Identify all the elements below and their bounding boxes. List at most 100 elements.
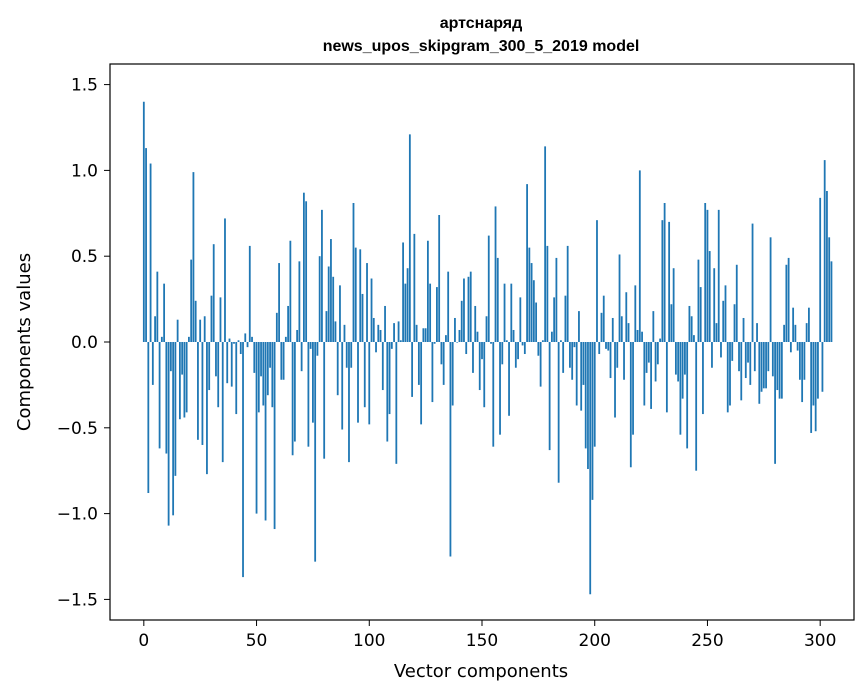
bar-258	[724, 285, 727, 342]
bar-223	[645, 342, 648, 373]
bar-130	[436, 287, 438, 342]
bar-298	[814, 342, 817, 432]
bar-116	[404, 283, 407, 342]
bar-97	[361, 293, 364, 342]
bar-94	[354, 247, 357, 342]
bar-44	[242, 342, 244, 578]
bar-83	[330, 239, 332, 342]
bar-157	[496, 257, 499, 342]
bar-9	[163, 283, 166, 342]
bar-301	[821, 342, 824, 392]
bar-211	[618, 254, 621, 342]
bar-19	[185, 342, 188, 413]
bar-268	[747, 342, 749, 363]
bar-264	[738, 342, 740, 372]
bar-293	[803, 342, 806, 380]
bar-154	[490, 342, 492, 344]
bar-161	[505, 340, 508, 342]
bar-158	[499, 342, 501, 435]
bar-7	[158, 342, 161, 449]
bar-261	[731, 342, 734, 361]
bar-74	[309, 342, 312, 349]
bar-147	[474, 305, 477, 342]
bar-198	[589, 342, 592, 595]
bars-group	[142, 101, 833, 595]
x-axis-label: Vector components	[394, 661, 568, 682]
bar-151	[483, 342, 486, 408]
bar-282	[778, 342, 781, 399]
bar-305	[830, 261, 833, 342]
bar-300	[819, 197, 822, 342]
bar-302	[823, 160, 826, 342]
bar-163	[510, 283, 513, 342]
x-tick-label: 300	[804, 631, 836, 651]
bar-1	[145, 148, 147, 342]
bar-226	[652, 311, 655, 342]
bar-4	[151, 342, 154, 385]
bar-247	[699, 287, 702, 342]
bar-168	[521, 342, 524, 346]
bar-246	[697, 259, 700, 342]
y-tick-label: −1.0	[57, 505, 98, 525]
bar-40	[233, 342, 235, 344]
bar-167	[519, 297, 522, 342]
bar-140	[458, 329, 461, 342]
bar-20	[188, 336, 190, 342]
bar-207	[609, 342, 612, 379]
x-axis-ticks: 0 50 100 150 200 250 300	[138, 620, 836, 651]
y-axis-ticks: 1.5 1.0 0.5 0.0 −0.5 −1.0 −1.5	[57, 76, 110, 610]
bar-284	[783, 324, 786, 342]
bar-219	[636, 329, 639, 342]
bar-195	[582, 342, 585, 385]
bar-28	[206, 342, 208, 475]
bar-253	[713, 268, 716, 342]
bar-209	[614, 342, 616, 418]
bar-205	[605, 342, 607, 349]
bar-16	[178, 342, 181, 420]
bar-173	[532, 280, 535, 342]
bar-186	[562, 342, 565, 373]
bar-156	[494, 206, 497, 342]
bar-102	[372, 317, 375, 342]
bar-93	[352, 203, 355, 342]
bar-215	[627, 323, 630, 342]
bar-208	[611, 317, 614, 342]
bar-248	[702, 342, 704, 415]
bar-299	[817, 342, 819, 399]
bar-92	[350, 342, 353, 368]
bar-149	[478, 342, 481, 391]
bar-105	[379, 329, 382, 342]
bar-62	[282, 342, 285, 380]
bar-170	[526, 184, 528, 342]
bar-56	[269, 342, 271, 368]
bar-95	[357, 342, 359, 423]
bar-229	[659, 338, 662, 342]
bar-43	[239, 342, 242, 355]
bar-270	[751, 223, 754, 342]
bar-188	[566, 245, 569, 342]
bar-252	[711, 342, 713, 368]
bar-266	[742, 317, 745, 342]
bar-179	[546, 245, 549, 342]
bar-27	[203, 316, 206, 342]
bar-196	[584, 342, 587, 449]
bar-271	[753, 342, 756, 372]
bar-54	[264, 342, 267, 521]
bar-256	[720, 342, 722, 358]
bar-245	[695, 342, 698, 471]
bar-104	[377, 324, 380, 342]
bar-244	[693, 335, 695, 342]
bar-109	[388, 342, 391, 415]
bar-277	[767, 342, 770, 372]
bar-289	[794, 324, 797, 342]
bar-47	[248, 245, 251, 342]
bar-214	[625, 292, 628, 342]
bar-288	[792, 307, 795, 342]
bar-202	[598, 342, 601, 355]
bar-283	[780, 342, 783, 399]
bar-255	[717, 209, 720, 342]
bar-11	[167, 342, 170, 526]
bar-96	[359, 249, 362, 342]
bar-191	[573, 342, 576, 348]
y-tick-label: 0.5	[71, 247, 98, 267]
